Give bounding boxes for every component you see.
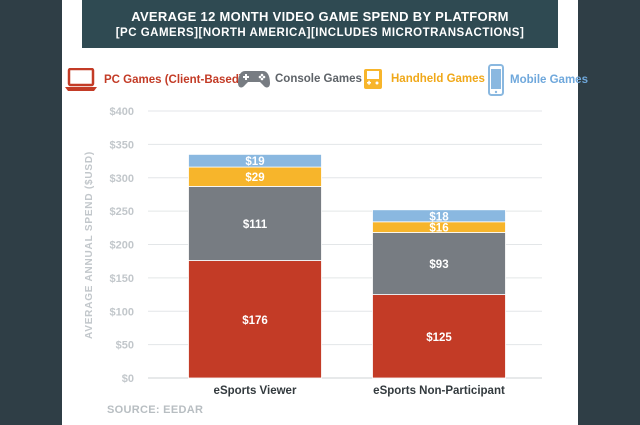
legend-label-handheld: Handheld Games — [391, 73, 485, 85]
legend-label-console: Console Games — [275, 73, 362, 85]
y-axis-label: AVERAGE ANNUAL SPEND ($USD) — [84, 151, 95, 339]
gamepad-icon — [238, 71, 270, 88]
legend-label-pc: PC Games (Client-Based) — [104, 74, 243, 86]
legend-item-pc: PC Games (Client-Based) — [64, 68, 243, 92]
y-tick-label: $0 — [122, 373, 134, 385]
bar-segment — [188, 186, 322, 261]
data-label: $93 — [429, 259, 448, 271]
data-label: $18 — [429, 211, 449, 223]
phone-icon — [488, 64, 504, 96]
y-tick-label: $350 — [110, 139, 134, 151]
chart-header: AVERAGE 12 MONTH VIDEO GAME SPEND BY PLA… — [82, 0, 558, 48]
y-tick-label: $300 — [110, 173, 134, 185]
y-tick-label: $250 — [110, 206, 134, 218]
source-note: SOURCE: EEDAR — [107, 404, 204, 416]
bar-segment — [372, 232, 506, 295]
y-tick-label: $200 — [110, 240, 134, 252]
y-tick-label: $50 — [116, 340, 134, 352]
data-label: $19 — [245, 156, 264, 168]
y-tick-label: $400 — [110, 106, 134, 118]
chart-title: AVERAGE 12 MONTH VIDEO GAME SPEND BY PLA… — [131, 9, 509, 24]
legend-item-handheld: Handheld Games — [363, 68, 485, 90]
y-tick-label: $100 — [110, 306, 134, 318]
data-label: $16 — [429, 223, 448, 235]
legend-item-mobile: Mobile Games — [488, 64, 588, 96]
y-tick-label: $150 — [110, 273, 134, 285]
bar-segment — [188, 260, 322, 379]
legend-label-mobile: Mobile Games — [510, 74, 588, 86]
legend-item-console: Console Games — [237, 68, 362, 90]
chart-subtitle: [PC GAMERS][NORTH AMERICA][INCLUDES MICR… — [115, 27, 525, 39]
data-label: $111 — [243, 219, 268, 231]
bar-segment — [372, 294, 506, 379]
x-category-label: eSports Non-Participant — [373, 385, 505, 397]
handheld-icon — [364, 69, 382, 89]
x-category-label: eSports Viewer — [214, 385, 297, 397]
data-label: $29 — [245, 172, 264, 184]
data-label: $176 — [242, 315, 268, 327]
bar-layer: $176 $111 $29 $19 eSports Viewer $125 $93 $16$1… — [188, 153, 506, 397]
bar-segment — [188, 153, 322, 168]
data-label: $125 — [426, 332, 452, 344]
bar-segment — [372, 209, 506, 223]
laptop-icon — [65, 68, 97, 91]
